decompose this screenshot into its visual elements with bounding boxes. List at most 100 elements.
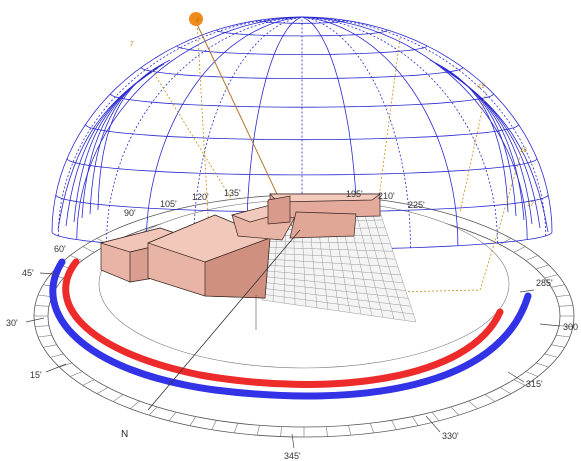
compass-tick: [468, 400, 478, 409]
compass-tick: [82, 379, 95, 386]
shadow-grid-line: [265, 264, 401, 276]
dome-meridian: [76, 16, 303, 240]
azimuth-label: 135': [224, 188, 241, 198]
north-label: N: [121, 429, 128, 440]
compass-tick: [525, 371, 538, 377]
compass-tick: [233, 423, 239, 433]
compass-tick: [70, 255, 83, 261]
compass-tick: [97, 387, 109, 395]
azimuth-label: 120': [192, 192, 209, 202]
compass-tick: [369, 423, 375, 433]
dome-cage-left: [89, 63, 165, 215]
hour-label: 8: [196, 18, 200, 24]
dome-cage-right: [435, 63, 517, 217]
dome-parallel: [176, 45, 428, 56]
shadow-grid-line: [356, 213, 384, 318]
sun-ray: [195, 21, 293, 227]
hour-label: 17: [527, 202, 534, 208]
azimuth-label: 195': [346, 189, 363, 199]
shadow-grid-line: [264, 276, 406, 291]
azimuth-label: 300: [563, 322, 578, 332]
azimuth-label: 90': [124, 208, 136, 218]
shadow-grid-line: [263, 282, 409, 299]
dome-meridian: [246, 16, 303, 250]
compass-tick: [59, 362, 73, 368]
compass-tick: [513, 246, 526, 253]
compass-tick: [559, 325, 573, 327]
hour-label: 16: [520, 148, 527, 154]
azimuth-label: 45': [22, 268, 34, 278]
dome-meridian: [301, 16, 547, 236]
azimuth-label: 315': [526, 379, 543, 389]
compass-tick: [280, 426, 282, 437]
sun-icon: [189, 12, 203, 26]
dome-meridian: [57, 16, 303, 236]
shadow-grid-line: [371, 212, 406, 321]
compass-tick: [499, 237, 511, 245]
azimuth-label: 330': [442, 431, 459, 441]
dome-parallel: [140, 67, 464, 79]
dome-meridian: [301, 16, 553, 233]
compass-tick: [348, 425, 352, 436]
dome-meridian: [145, 16, 303, 246]
compass-tick: [112, 394, 124, 402]
shadow-grid-line: [263, 288, 411, 307]
azimuth-label: 285': [536, 278, 553, 288]
dome-parallel: [66, 158, 538, 176]
sunpath-ring-blue: [49, 258, 532, 400]
dome-cage-right: [429, 59, 509, 213]
compass-tick: [256, 425, 260, 436]
compass-tick: [211, 420, 217, 430]
compass-tick: [148, 406, 158, 416]
azimuth-label: 30': [6, 318, 18, 328]
compass-tick: [535, 362, 549, 368]
compass-tick: [38, 334, 52, 338]
compass-tick: [484, 394, 496, 402]
compass-tick: [556, 294, 570, 298]
dome-cage-left: [97, 59, 171, 211]
hour-label: 7: [130, 42, 134, 48]
compass-tick: [189, 416, 197, 426]
dome-meridian: [106, 16, 303, 243]
shadow-grid-line: [264, 270, 404, 283]
compass-tick: [326, 426, 328, 437]
compass-tick: [35, 305, 49, 307]
compass-tick: [50, 353, 64, 358]
dome-cage-right: [459, 79, 549, 233]
compass-tick: [559, 305, 573, 307]
dome-meridian: [301, 16, 459, 246]
azimuth-label: 15': [30, 370, 42, 380]
azimuth-label: 345': [284, 451, 301, 461]
compass-tick: [168, 411, 177, 421]
compass-tick: [35, 325, 49, 327]
compass-tick: [391, 420, 397, 430]
dome-meridian: [193, 16, 303, 248]
compass-tick: [556, 334, 570, 338]
dome-meridian: [301, 16, 498, 243]
dome-parallel: [110, 93, 494, 108]
compass-tick: [551, 344, 565, 348]
azimuth-label: 225': [408, 200, 425, 210]
compass-tick: [82, 246, 95, 253]
compass-tick: [411, 416, 419, 426]
azimuth-label: 210': [378, 191, 395, 201]
compass-tick: [70, 371, 83, 377]
compass-tick: [544, 353, 558, 358]
north-line: [147, 229, 301, 411]
dome-meridian: [51, 16, 303, 233]
compass-tick: [43, 344, 57, 348]
hour-label: 15: [478, 84, 485, 90]
compass-tick: [551, 284, 565, 288]
dome-meridian: [301, 16, 411, 248]
shadow-grid-line: [364, 212, 395, 319]
compass-tick: [431, 411, 440, 421]
compass-tick: [544, 274, 558, 279]
compass-tick: [450, 406, 460, 416]
compass-tick: [130, 400, 140, 409]
compass-tick: [535, 264, 549, 270]
shadow-grid-line: [262, 293, 414, 315]
azimuth-label: 60': [54, 244, 66, 254]
building-model: [99, 193, 382, 299]
dome-cage-left: [81, 67, 159, 219]
